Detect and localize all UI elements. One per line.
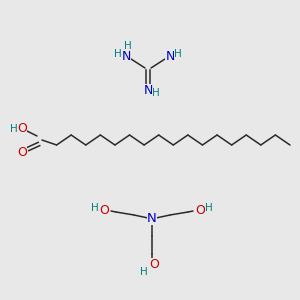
- Text: H: H: [205, 203, 213, 213]
- Text: N: N: [147, 212, 157, 224]
- Text: H: H: [91, 203, 99, 213]
- Text: H: H: [124, 41, 132, 51]
- Text: O: O: [195, 205, 205, 218]
- Text: N: N: [143, 83, 153, 97]
- Text: H: H: [152, 88, 160, 98]
- Text: O: O: [17, 122, 27, 134]
- Text: N: N: [165, 50, 175, 62]
- Text: O: O: [149, 257, 159, 271]
- Text: H: H: [174, 49, 182, 59]
- Text: H: H: [10, 124, 18, 134]
- Text: O: O: [99, 205, 109, 218]
- Text: H: H: [114, 49, 122, 59]
- Text: H: H: [140, 267, 148, 277]
- Text: O: O: [17, 146, 27, 158]
- Text: N: N: [121, 50, 131, 62]
